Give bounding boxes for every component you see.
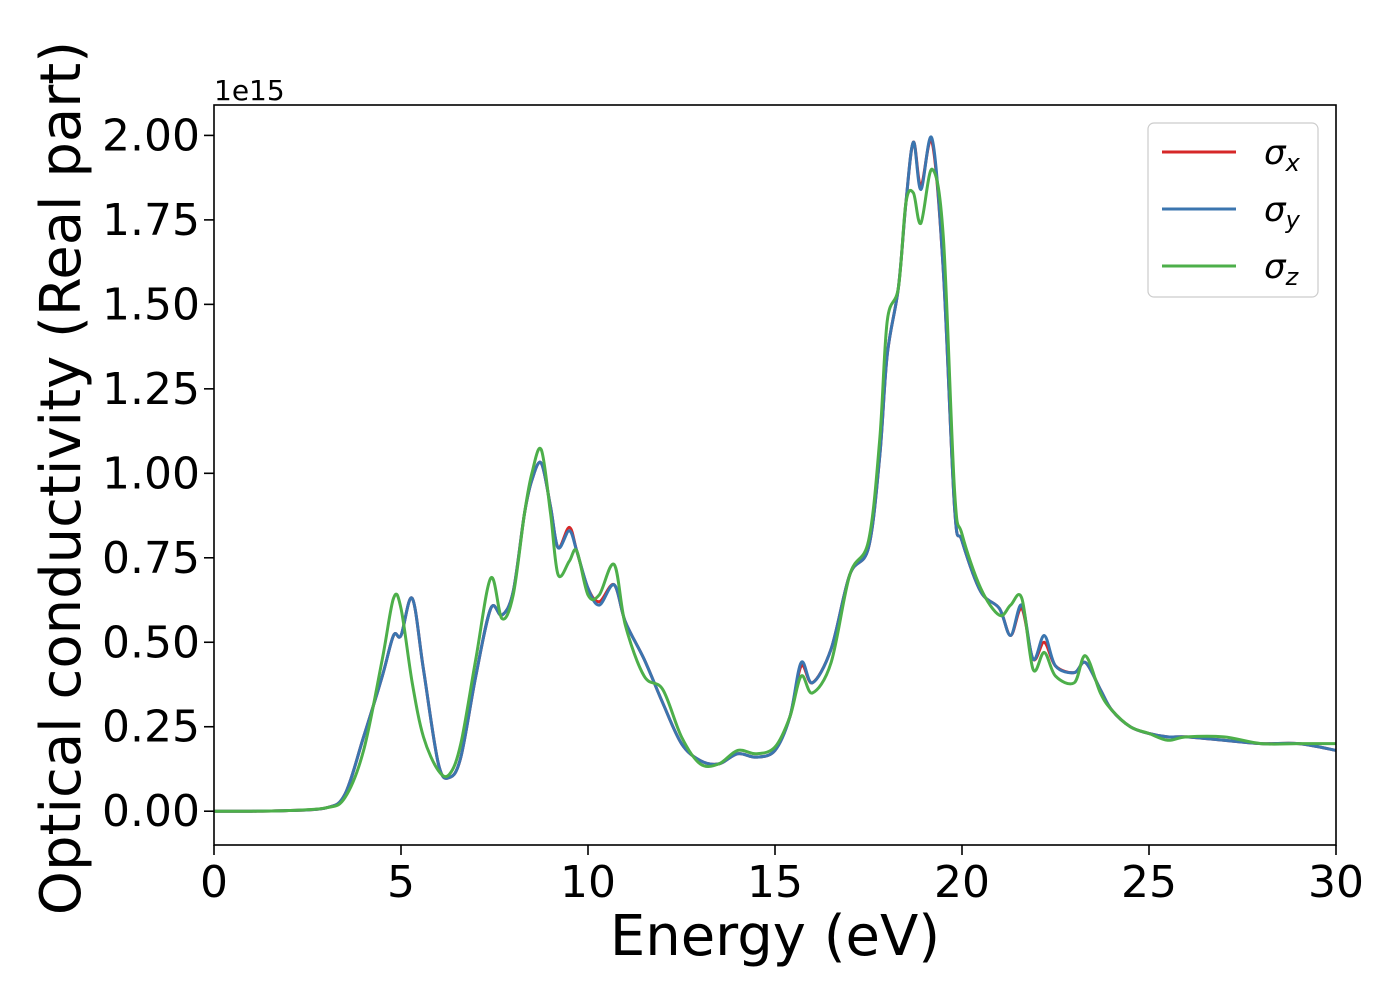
y-axis: 0.00 0.25 0.50 0.75 1.00 1.25 1.50 1.75 2.00 [102,110,214,837]
x-tick-label: 10 [560,857,616,908]
y-tick-label: 0.25 [102,702,200,753]
y-offset-label: 1e15 [214,74,285,107]
plot-lines [214,135,1336,813]
x-tick-label: 5 [387,857,415,908]
x-tick-label: 25 [1121,857,1177,908]
y-tick-label: 1.50 [102,279,200,330]
x-tick-label: 20 [934,857,990,908]
x-tick-label: 15 [747,857,803,908]
legend: σx σy σz [1147,122,1319,298]
legend-label-x: σx [1264,133,1301,177]
legend-items: σx σy σz [1162,133,1301,291]
x-axis-title: Energy (eV) [610,904,940,969]
y-tick-label: 2.00 [102,110,200,161]
y-tick-label: 0.00 [102,786,200,837]
y-tick-label: 0.75 [102,533,200,584]
y-tick-label: 1.25 [102,364,200,415]
y-axis-title: Optical conductivity (Real part) [29,41,94,915]
x-axis: 0 5 10 15 20 25 30 [200,845,1364,908]
legend-label-y: σy [1264,190,1301,234]
y-tick-label: 0.50 [102,617,200,668]
x-tick-label: 30 [1308,857,1364,908]
x-tick-label: 0 [200,857,228,908]
y-tick-label: 1.75 [102,195,200,246]
legend-label-z: σz [1264,247,1300,291]
series-line-z [214,167,1336,813]
y-tick-label: 1.00 [102,448,200,499]
